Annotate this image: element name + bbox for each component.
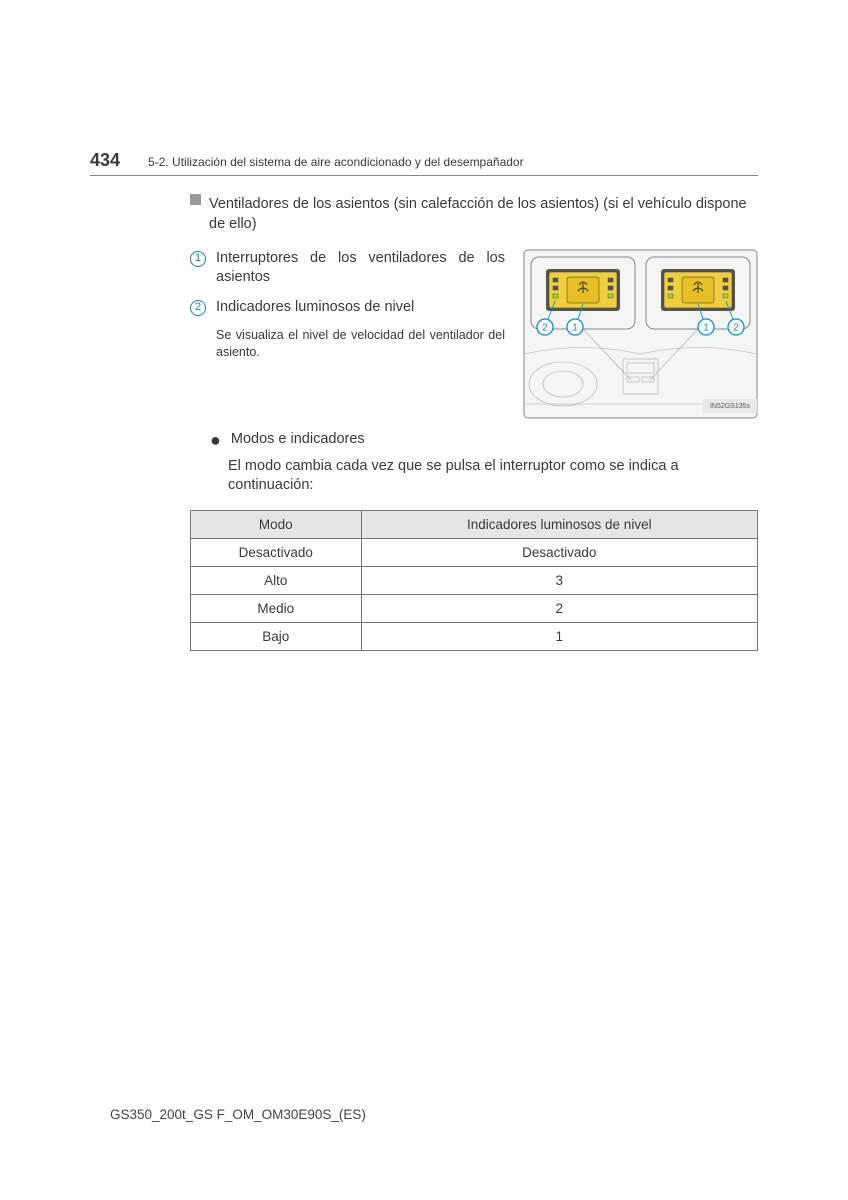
table-row: Desactivado Desactivado bbox=[191, 538, 758, 566]
callout-2-right: 2 bbox=[728, 319, 744, 335]
circled-2-icon: 2 bbox=[190, 300, 206, 316]
page-header: 434 5-2. Utilización del sistema de aire… bbox=[90, 150, 758, 176]
item-description: Se visualiza el nivel de velocidad del v… bbox=[216, 327, 505, 361]
square-bullet-icon bbox=[190, 194, 201, 205]
table-row: Alto 3 bbox=[191, 566, 758, 594]
table-header: Modo bbox=[191, 510, 362, 538]
callout-1-left: 1 bbox=[567, 319, 583, 335]
svg-text:2: 2 bbox=[542, 322, 548, 333]
callout-2-left: 2 bbox=[537, 319, 553, 335]
svg-text:1: 1 bbox=[703, 322, 709, 333]
svg-text:2: 2 bbox=[733, 322, 739, 333]
table-row: Medio 2 bbox=[191, 594, 758, 622]
dashboard-illustration: 2 1 1 2 IN52GS13 bbox=[523, 249, 758, 419]
page-number: 434 bbox=[90, 150, 120, 171]
subsection-heading: Ventiladores de los asientos (sin calefa… bbox=[190, 194, 758, 235]
callout-1-right: 1 bbox=[698, 319, 714, 335]
modes-paragraph: El modo cambia cada vez que se pulsa el … bbox=[228, 457, 758, 496]
list-item: 1 Interruptores de los ventiladores de l… bbox=[190, 249, 505, 288]
section-title: 5-2. Utilización del sistema de aire aco… bbox=[148, 155, 524, 169]
modes-heading: ● Modos e indicadores bbox=[210, 431, 758, 449]
image-code: IN52GS135s bbox=[710, 403, 751, 410]
table-header: Indicadores luminosos de nivel bbox=[361, 510, 757, 538]
footer-code: GS350_200t_GS F_OM_OM30E90S_(ES) bbox=[110, 1107, 366, 1122]
table-row: Bajo 1 bbox=[191, 622, 758, 650]
svg-text:1: 1 bbox=[572, 322, 578, 333]
circled-1-icon: 1 bbox=[190, 251, 206, 267]
list-item: 2 Indicadores luminosos de nivel bbox=[190, 298, 505, 318]
bullet-icon: ● bbox=[210, 431, 221, 449]
modes-table: Modo Indicadores luminosos de nivel Desa… bbox=[190, 510, 758, 651]
